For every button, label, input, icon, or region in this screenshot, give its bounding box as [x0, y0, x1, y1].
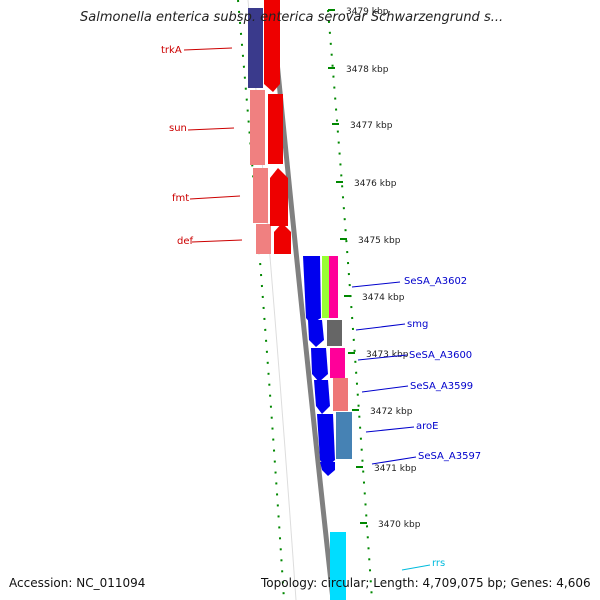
kbp-label: 3472 kbp [370, 407, 413, 417]
kbp-label: 3478 kbp [346, 65, 389, 75]
gene-leader-line [357, 354, 408, 361]
accession-text: Accession: NC_011094 [9, 576, 146, 590]
gene-leader-line [371, 456, 417, 465]
kbp-label: 3477 kbp [350, 121, 393, 131]
kbp-label: 3474 kbp [362, 293, 405, 303]
gene-leader-line [191, 239, 243, 243]
gene-label-SeSA_A3600: SeSA_A3600 [409, 350, 472, 361]
SeSA_A3602-magenta [329, 256, 338, 318]
gene-leader-line [351, 281, 401, 288]
inner-ruler [237, 0, 285, 600]
sun-arrow [268, 94, 283, 164]
smg-gray [327, 320, 342, 346]
gene-label-aroE: aroE [416, 421, 438, 432]
gene-leader-line [183, 47, 233, 51]
red-strand-genes [264, 0, 291, 254]
gene-leader-line [355, 323, 406, 331]
outer-ruler [327, 9, 373, 600]
gene-leader-line [187, 127, 235, 131]
kbp-label: 3475 kbp [358, 236, 401, 246]
kbp-label: 3470 kbp [378, 520, 421, 530]
kbp-label: 3473 kbp [366, 350, 409, 360]
map-title: Salmonella enterica subsp. enterica sero… [80, 10, 504, 25]
gene-label-rrs: rrs [432, 558, 445, 569]
gene-leader-line [401, 564, 431, 571]
gene-label-SeSA_A3599: SeSA_A3599 [410, 381, 473, 392]
SeSA_A3600-magenta [330, 348, 345, 378]
aroE-steel [336, 412, 352, 459]
gene-label-def: def [177, 236, 194, 247]
left-feature-blocks [248, 8, 271, 254]
SeSA_A3599-salmon [333, 378, 348, 411]
aroE-blue [317, 414, 335, 468]
fmt-block-pink [253, 168, 268, 223]
gene-label-sun: sun [169, 123, 187, 134]
gene-label-trkA: trkA [161, 45, 182, 56]
gene-label-smg: smg [407, 319, 428, 330]
def-block-pink [256, 224, 271, 254]
gene-leader-line [365, 426, 415, 433]
SeSA_A3597-blue [320, 462, 335, 476]
kbp-label: 3479 kbp [346, 7, 389, 17]
trkA-arrow [264, 0, 280, 92]
right-strand-genes [303, 256, 352, 600]
summary-text: Topology: circular; Length: 4,709,075 bp… [261, 576, 591, 590]
SeSA_A3599-blue [314, 380, 330, 414]
SeSA_A3600-blue [311, 348, 328, 382]
gene-label-fmt: fmt [172, 193, 189, 204]
gene-leader-line [189, 195, 241, 200]
kbp-scale: 3479 kbp 3478 kbp 3477 kbp 3476 kbp 3475 kbp… [328, 7, 421, 530]
rrs-cyan [330, 532, 346, 600]
gene-label-SeSA_A3597: SeSA_A3597 [418, 451, 481, 462]
gene-label-SeSA_A3602: SeSA_A3602 [404, 276, 467, 287]
sun-block-pink [250, 90, 265, 165]
trkA-block-navy [248, 8, 263, 88]
def-arrow [274, 223, 291, 254]
smg-blue [308, 320, 324, 347]
fmt-arrow [270, 168, 288, 226]
SeSA_A3602-green [322, 256, 329, 318]
kbp-label: 3476 kbp [354, 179, 397, 189]
kbp-label: 3471 kbp [374, 464, 417, 474]
SeSA_A3602-blue [303, 256, 321, 324]
gene-leader-line [361, 385, 409, 393]
